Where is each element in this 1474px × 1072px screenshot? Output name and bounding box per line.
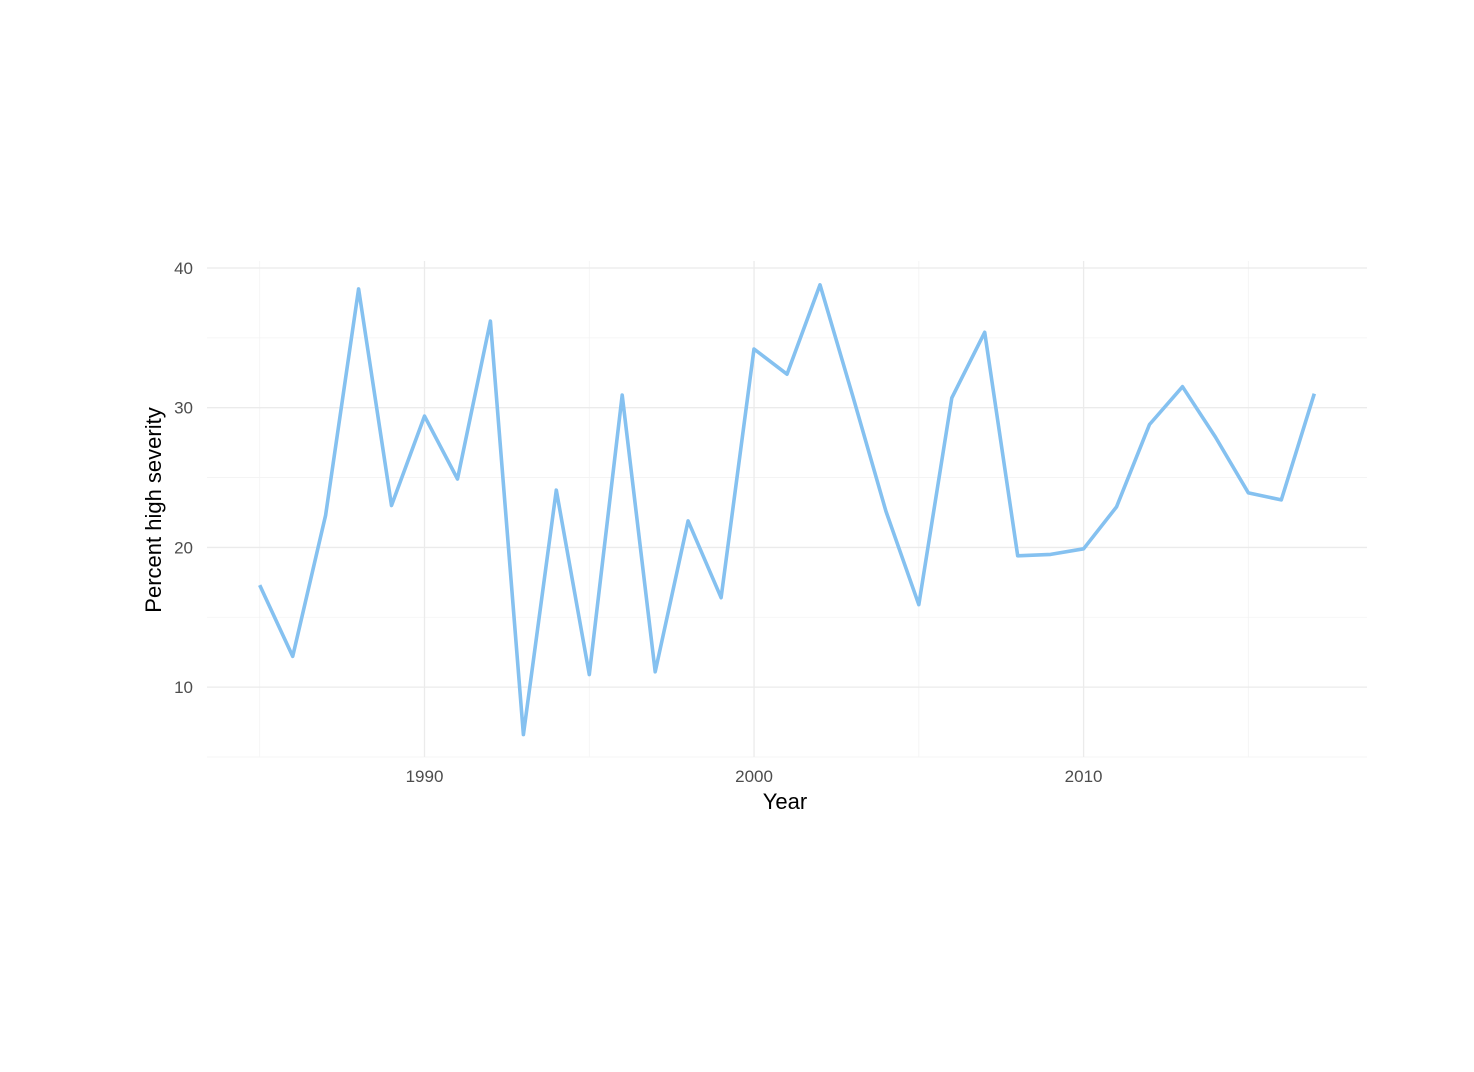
x-axis-title: Year: [763, 789, 807, 814]
y-tick-labels: 10 20 30 40: [174, 259, 193, 697]
y-axis-title: Percent high severity: [141, 407, 166, 612]
minor-gridlines: [207, 261, 1367, 758]
series-group: [258, 282, 1317, 737]
y-tick-label: 20: [174, 538, 193, 557]
y-tick-label: 10: [174, 678, 193, 697]
y-tick-label: 30: [174, 399, 193, 418]
major-gridlines: [207, 261, 1367, 757]
x-tick-label: 1990: [406, 767, 444, 786]
y-tick-label: 40: [174, 259, 193, 278]
x-tick-labels: 1990 2000 2010: [406, 767, 1103, 786]
x-tick-label: 2010: [1065, 767, 1103, 786]
series-line: [258, 282, 1317, 737]
x-tick-label: 2000: [735, 767, 773, 786]
